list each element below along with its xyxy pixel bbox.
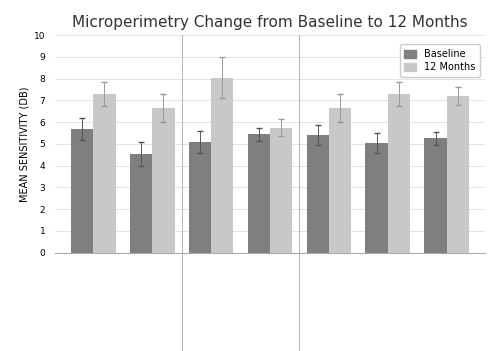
- Bar: [424, 138, 446, 253]
- Bar: [94, 94, 116, 253]
- Bar: [211, 78, 234, 253]
- Bar: [329, 108, 351, 253]
- Legend: Baseline, 12 Months: Baseline, 12 Months: [400, 44, 480, 77]
- Bar: [388, 94, 410, 253]
- Bar: [152, 108, 174, 253]
- Y-axis label: MEAN SENSITIVITY (DB): MEAN SENSITIVITY (DB): [20, 86, 30, 202]
- Bar: [188, 142, 211, 253]
- Bar: [130, 154, 152, 253]
- Bar: [71, 129, 94, 253]
- Bar: [446, 96, 469, 253]
- Title: Microperimetry Change from Baseline to 12 Months: Microperimetry Change from Baseline to 1…: [72, 15, 468, 30]
- Bar: [270, 127, 292, 253]
- Bar: [248, 134, 270, 253]
- Bar: [366, 143, 388, 253]
- Bar: [306, 135, 329, 253]
